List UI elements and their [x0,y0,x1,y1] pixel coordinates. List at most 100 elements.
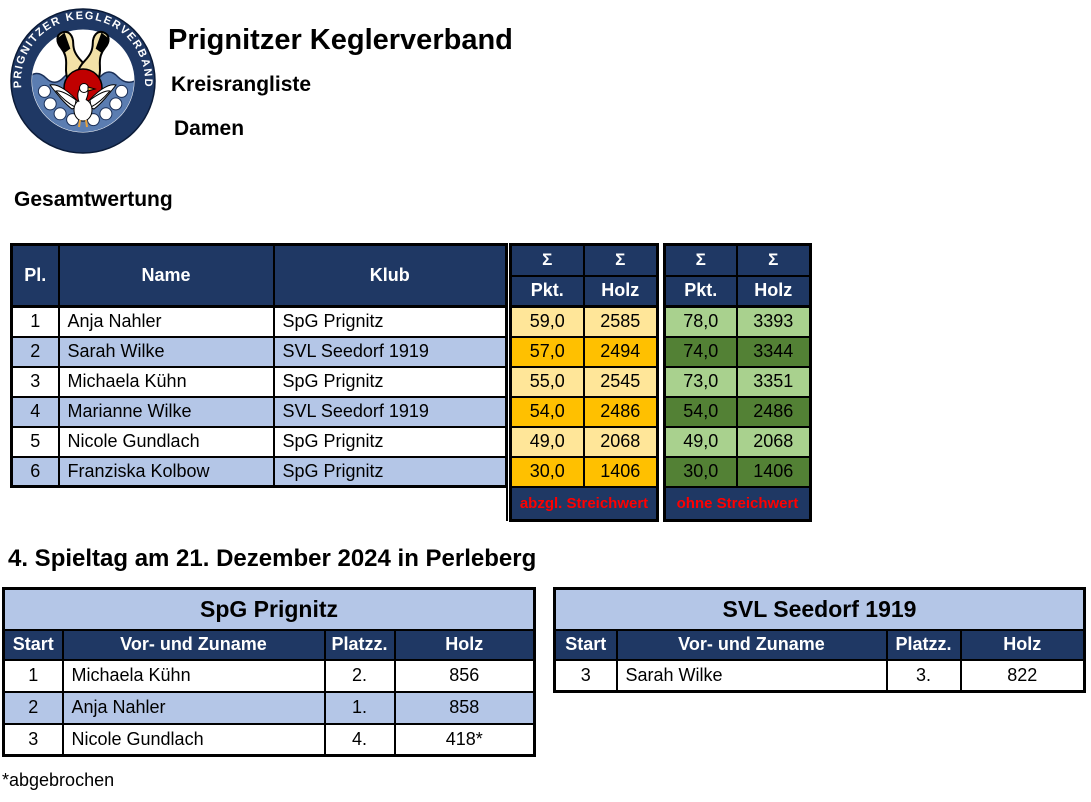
column-gap [656,456,666,487]
pkt2-cell: 30,0 [663,455,738,488]
pl-cell: 6 [10,455,60,488]
pl-cell: 2 [10,335,60,368]
name-cell: Anja Nahler [61,690,326,725]
name-cell: Sarah Wilke [615,658,888,693]
table-row: 1 Anja Nahler SpG Prignitz 59,0 2585 78,… [10,305,812,338]
column-gap [505,244,512,307]
holz1-cell: 2585 [582,305,659,338]
club-logo-icon: PRIGNITZER KEGLERVERBAND [10,8,156,154]
holz1-cell: 2494 [582,335,659,368]
pkt2-cell: 49,0 [663,425,738,458]
col-header-pkt-2: Pkt. [663,274,738,308]
col-header-pl: Pl. [10,243,60,308]
name-cell: Michaela Kühn [57,365,275,398]
column-gap [505,456,512,487]
table-subheader-row: Pkt. Holz Pkt. Holz [12,274,812,308]
start-cell: 1 [2,658,64,693]
pl-cell: 5 [10,425,60,458]
spg-prignitz-table: SpG Prignitz Start Vor- und Zuname Platz… [2,587,536,757]
page-title: Prignitzer Keglerverband [168,24,513,56]
col-header-platz: Platzz. [323,628,396,661]
holz-cell: 856 [393,658,536,693]
holz1-cell: 2068 [582,425,659,458]
category-label: Damen [174,117,245,140]
club-title-row: SVL Seedorf 1919 [553,587,1086,631]
table-row: 3 Michaela Kühn SpG Prignitz 55,0 2545 7… [10,365,812,398]
holz-cell: 822 [959,658,1086,693]
column-gap [505,426,512,457]
klub-cell: SpG Prignitz [272,305,508,338]
holz2-cell: 3344 [735,335,812,368]
pkt2-cell: 73,0 [663,365,738,398]
column-gap [656,244,666,307]
start-cell: 3 [2,722,64,757]
col-header-start: Start [553,628,618,661]
holz1-cell: 2545 [582,365,659,398]
start-cell: 2 [2,690,64,725]
name-cell: Michaela Kühn [61,658,326,693]
table-row: 3 Nicole Gundlach 4. 418* [2,722,536,757]
col-header-name: Name [57,243,275,308]
column-gap [656,336,666,367]
table-header-row: Pl. Name Klub Σ Σ Σ Σ [10,243,812,308]
pkt1-cell: 54,0 [509,395,585,428]
holz2-cell: 3393 [735,305,812,338]
subtitle: Kreisrangliste [171,73,312,96]
klub-cell: SpG Prignitz [272,425,508,458]
col-header-holz: Holz [959,628,1086,661]
pl-cell: 3 [10,365,60,398]
col-header-platz: Platzz. [885,628,962,661]
start-cell: 3 [553,658,618,693]
column-gap [656,426,666,457]
column-gap [656,306,666,337]
club-title-row: SpG Prignitz [2,587,536,631]
pl-cell: 4 [10,395,60,428]
club-title: SVL Seedorf 1919 [553,587,1086,631]
name-cell: Franziska Kolbow [57,455,275,488]
name-cell: Nicole Gundlach [57,425,275,458]
klub-cell: SVL Seedorf 1919 [272,335,508,368]
column-gap [505,486,512,521]
col-header-sigma-1: Σ [509,243,585,277]
goose-icon [49,83,117,128]
col-header-sigma-4: Σ [735,243,812,277]
klub-cell: SpG Prignitz [272,455,508,488]
holz2-cell: 3351 [735,365,812,398]
pkt1-cell: 49,0 [509,425,585,458]
column-gap [505,306,512,337]
streichwert-note-left: abzgl. Streichwert [509,485,659,522]
platz-cell: 1. [323,690,396,725]
col-header-sigma-3: Σ [663,243,738,277]
name-cell: Anja Nahler [57,305,275,338]
holz-cell: 858 [393,690,536,725]
table-footer-row: abzgl. Streichwert ohne Streichwert [11,485,812,522]
column-gap [505,366,512,397]
holz2-cell: 2068 [735,425,812,458]
pkt2-cell: 54,0 [663,395,738,428]
column-gap [505,336,512,367]
spieltag-heading: 4. Spieltag am 21. Dezember 2024 in Perl… [8,545,537,572]
pkt1-cell: 30,0 [509,455,585,488]
table-header-row: Start Vor- und Zuname Platzz. Holz [553,628,1086,661]
name-cell: Marianne Wilke [57,395,275,428]
holz2-cell: 1406 [735,455,812,488]
col-header-klub: Klub [272,243,508,308]
footer-empty-cell [11,486,507,521]
holz1-cell: 1406 [582,455,659,488]
streichwert-note-right: ohne Streichwert [663,485,812,522]
col-header-holz-2: Holz [735,274,812,308]
column-gap [656,366,666,397]
name-cell: Sarah Wilke [57,335,275,368]
pkt1-cell: 57,0 [509,335,585,368]
table-header-row: Start Vor- und Zuname Platzz. Holz [2,628,536,661]
col-header-sigma-2: Σ [582,243,659,277]
table-row: 2 Sarah Wilke SVL Seedorf 1919 57,0 2494… [10,335,812,368]
name-cell: Nicole Gundlach [61,722,326,757]
holz1-cell: 2486 [582,395,659,428]
holz2-cell: 2486 [735,395,812,428]
table-row: 4 Marianne Wilke SVL Seedorf 1919 54,0 2… [10,395,812,428]
svl-seedorf-table: SVL Seedorf 1919 Start Vor- und Zuname P… [553,587,1086,693]
pkt2-cell: 74,0 [663,335,738,368]
table-row: 1 Michaela Kühn 2. 856 [2,658,536,693]
